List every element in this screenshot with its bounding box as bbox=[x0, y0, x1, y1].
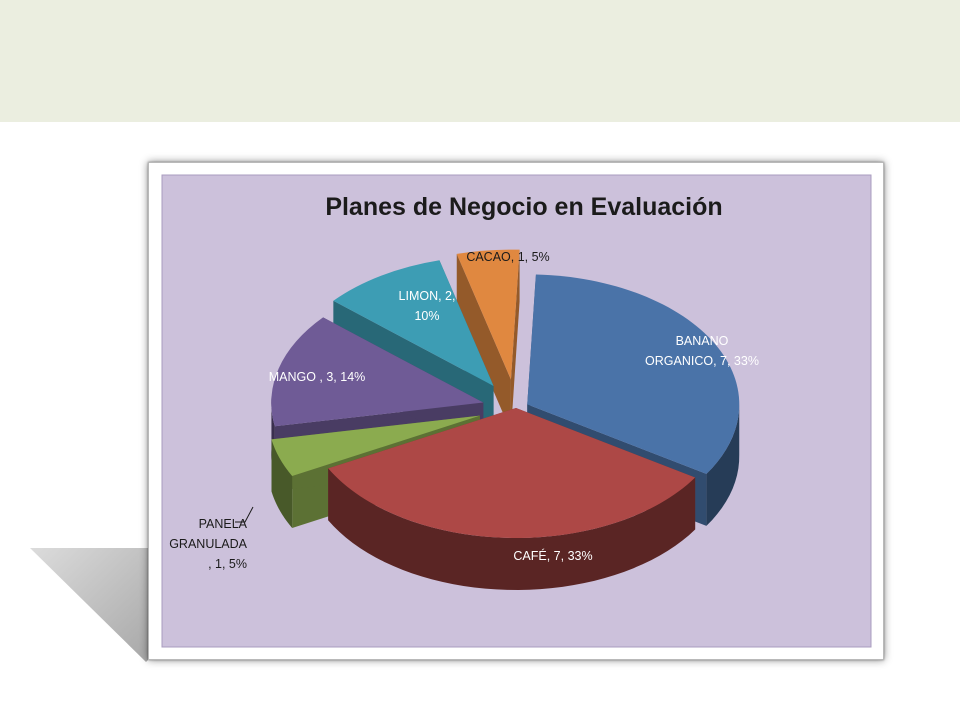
slice-label-panela-granulada: PANELA GRANULADA, 1, 5% bbox=[169, 517, 247, 571]
pie-slice-cacao bbox=[456, 249, 520, 432]
label-leader-line bbox=[235, 506, 254, 523]
slice-label-mango: MANGO , 3, 14% bbox=[269, 370, 366, 384]
slice-label-cacao: CACAO, 1, 5% bbox=[466, 250, 549, 264]
slice-label-caf-: CAFÉ, 7, 33% bbox=[513, 548, 592, 563]
header-band bbox=[0, 0, 960, 122]
slice-label-banano-organico: BANANO ORGANICO, 7, 33% bbox=[645, 334, 759, 368]
chart-frame: Planes de Negocio en Evaluación BANANO OR… bbox=[148, 162, 884, 660]
pie-slice-caf- bbox=[328, 408, 696, 590]
chart-title: Planes de Negocio en Evaluación bbox=[325, 193, 722, 221]
pie-chart: Planes de Negocio en Evaluación BANANO OR… bbox=[161, 174, 872, 648]
slice-label-limon: LIMON, 2, 10% bbox=[399, 289, 456, 323]
